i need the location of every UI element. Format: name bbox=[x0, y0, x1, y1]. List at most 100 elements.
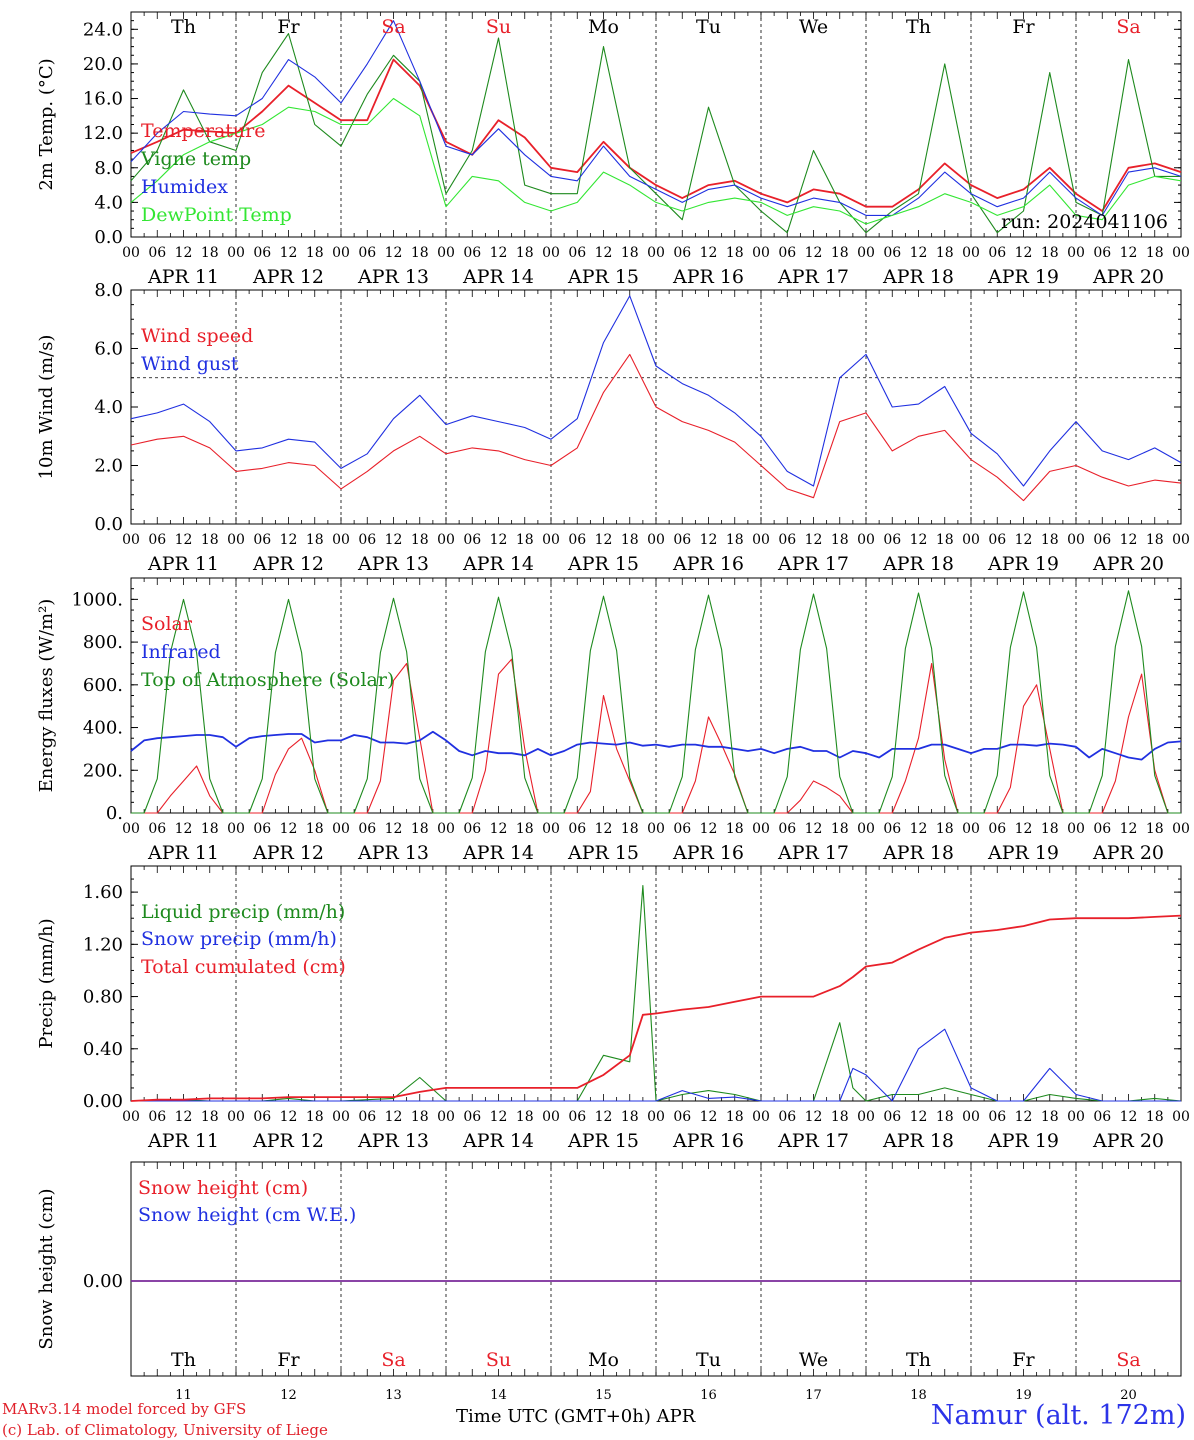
date-label: APR 16 bbox=[672, 1130, 744, 1152]
hour-tick-label: 06 bbox=[673, 532, 691, 548]
hour-tick-label: 18 bbox=[1041, 821, 1059, 837]
hour-tick-label: 00 bbox=[332, 245, 350, 261]
hour-tick-label: 18 bbox=[936, 245, 954, 261]
hour-tick-label: 18 bbox=[201, 532, 219, 548]
weekday-label: Th bbox=[906, 1349, 931, 1371]
hour-tick-label: 18 bbox=[936, 1109, 954, 1125]
hour-tick-label: 06 bbox=[778, 532, 796, 548]
date-label: APR 14 bbox=[462, 266, 534, 288]
day-number-label: 14 bbox=[490, 1388, 507, 1403]
hour-tick-label: 12 bbox=[805, 1109, 823, 1125]
hour-tick-label: 00 bbox=[332, 1109, 350, 1125]
date-label: APR 13 bbox=[357, 266, 429, 288]
hour-tick-label: 00 bbox=[857, 1109, 875, 1125]
hour-tick-label: 06 bbox=[568, 1109, 586, 1125]
hour-tick-label: 06 bbox=[778, 245, 796, 261]
hour-tick-label: 06 bbox=[1093, 1109, 1111, 1125]
y-tick-label: 16.0 bbox=[83, 89, 123, 110]
y-tick-label: 4.0 bbox=[94, 397, 123, 418]
hour-tick-label: 00 bbox=[857, 821, 875, 837]
hour-tick-label: 00 bbox=[752, 245, 770, 261]
weekday-label: We bbox=[799, 1349, 828, 1371]
date-label: APR 20 bbox=[1092, 266, 1164, 288]
hour-tick-label: 00 bbox=[227, 532, 245, 548]
date-label: APR 18 bbox=[882, 1130, 954, 1152]
hour-tick-label: 06 bbox=[463, 821, 481, 837]
hour-tick-label: 12 bbox=[700, 1109, 718, 1125]
hour-tick-label: 12 bbox=[1120, 821, 1138, 837]
hour-tick-label: 00 bbox=[962, 821, 980, 837]
hour-tick-label: 00 bbox=[857, 245, 875, 261]
weekday-label: Sa bbox=[381, 16, 405, 38]
hour-tick-label: 18 bbox=[621, 1109, 639, 1125]
hour-tick-label: 18 bbox=[201, 245, 219, 261]
hour-tick-label: 06 bbox=[148, 245, 166, 261]
hour-tick-label: 18 bbox=[831, 821, 849, 837]
hour-tick-label: 06 bbox=[253, 245, 271, 261]
hour-tick-label: 18 bbox=[1041, 245, 1059, 261]
hour-tick-label: 00 bbox=[437, 1109, 455, 1125]
y-tick-label: 20.0 bbox=[83, 54, 123, 75]
date-label: APR 16 bbox=[672, 266, 744, 288]
date-label: APR 19 bbox=[987, 266, 1059, 288]
hour-tick-label: 18 bbox=[411, 245, 429, 261]
hour-tick-label: 00 bbox=[962, 532, 980, 548]
hour-tick-label: 06 bbox=[883, 532, 901, 548]
hour-tick-label: 06 bbox=[883, 245, 901, 261]
hour-tick-label: 00 bbox=[122, 245, 140, 261]
hour-tick-label: 06 bbox=[778, 821, 796, 837]
hour-tick-label: 00 bbox=[332, 821, 350, 837]
hour-tick-label: 18 bbox=[1146, 245, 1164, 261]
hour-tick-label: 00 bbox=[1067, 532, 1085, 548]
weekday-label: Tu bbox=[696, 16, 721, 38]
hour-tick-label: 18 bbox=[1041, 532, 1059, 548]
hour-tick-label: 06 bbox=[253, 821, 271, 837]
hour-tick-label: 00 bbox=[962, 245, 980, 261]
hour-tick-label: 06 bbox=[568, 532, 586, 548]
date-label: APR 17 bbox=[777, 1130, 849, 1152]
hour-tick-label: 06 bbox=[1093, 821, 1111, 837]
hour-tick-label: 06 bbox=[148, 532, 166, 548]
y-tick-label: 0.00 bbox=[83, 1271, 123, 1292]
hour-tick-label: 18 bbox=[936, 532, 954, 548]
date-label: APR 18 bbox=[882, 266, 954, 288]
hour-tick-label: 00 bbox=[752, 532, 770, 548]
hour-tick-label: 06 bbox=[883, 821, 901, 837]
y-tick-label: 0. bbox=[106, 803, 123, 824]
hour-tick-label: 06 bbox=[358, 821, 376, 837]
y-tick-label: 800. bbox=[83, 632, 123, 653]
weekday-label: Th bbox=[171, 16, 196, 38]
weekday-label: Tu bbox=[696, 1349, 721, 1371]
date-label: APR 16 bbox=[672, 842, 744, 864]
date-label: APR 20 bbox=[1092, 1130, 1164, 1152]
hour-tick-label: 12 bbox=[280, 532, 298, 548]
hour-tick-label: 06 bbox=[253, 1109, 271, 1125]
series-line bbox=[131, 1028, 1181, 1102]
hour-tick-label: 00 bbox=[1172, 532, 1190, 548]
date-label: APR 19 bbox=[987, 842, 1059, 864]
legend-entry: Vigne temp bbox=[140, 148, 251, 170]
y-tick-label: 1000. bbox=[71, 589, 123, 610]
date-label: APR 15 bbox=[567, 266, 639, 288]
hour-tick-label: 06 bbox=[673, 821, 691, 837]
date-label: APR 12 bbox=[252, 553, 324, 575]
series-line bbox=[130, 914, 1182, 1102]
hour-tick-label: 12 bbox=[595, 532, 613, 548]
hour-tick-label: 06 bbox=[778, 1109, 796, 1125]
hour-tick-label: 00 bbox=[437, 821, 455, 837]
date-label: APR 11 bbox=[147, 266, 219, 288]
hour-tick-label: 00 bbox=[647, 532, 665, 548]
legend-entry: Infrared bbox=[141, 641, 221, 663]
hour-tick-label: 12 bbox=[490, 1109, 508, 1125]
hour-tick-label: 06 bbox=[463, 1109, 481, 1125]
series-line bbox=[130, 33, 1181, 234]
hour-tick-label: 18 bbox=[1146, 1109, 1164, 1125]
y-tick-label: 4.0 bbox=[94, 192, 123, 213]
hour-tick-label: 00 bbox=[752, 821, 770, 837]
hour-tick-label: 00 bbox=[332, 532, 350, 548]
credit-lab: (c) Lab. of Climatology, University of L… bbox=[2, 1421, 328, 1439]
date-label: APR 12 bbox=[252, 1130, 324, 1152]
weekday-label: Th bbox=[906, 16, 931, 38]
hour-tick-label: 06 bbox=[148, 1109, 166, 1125]
